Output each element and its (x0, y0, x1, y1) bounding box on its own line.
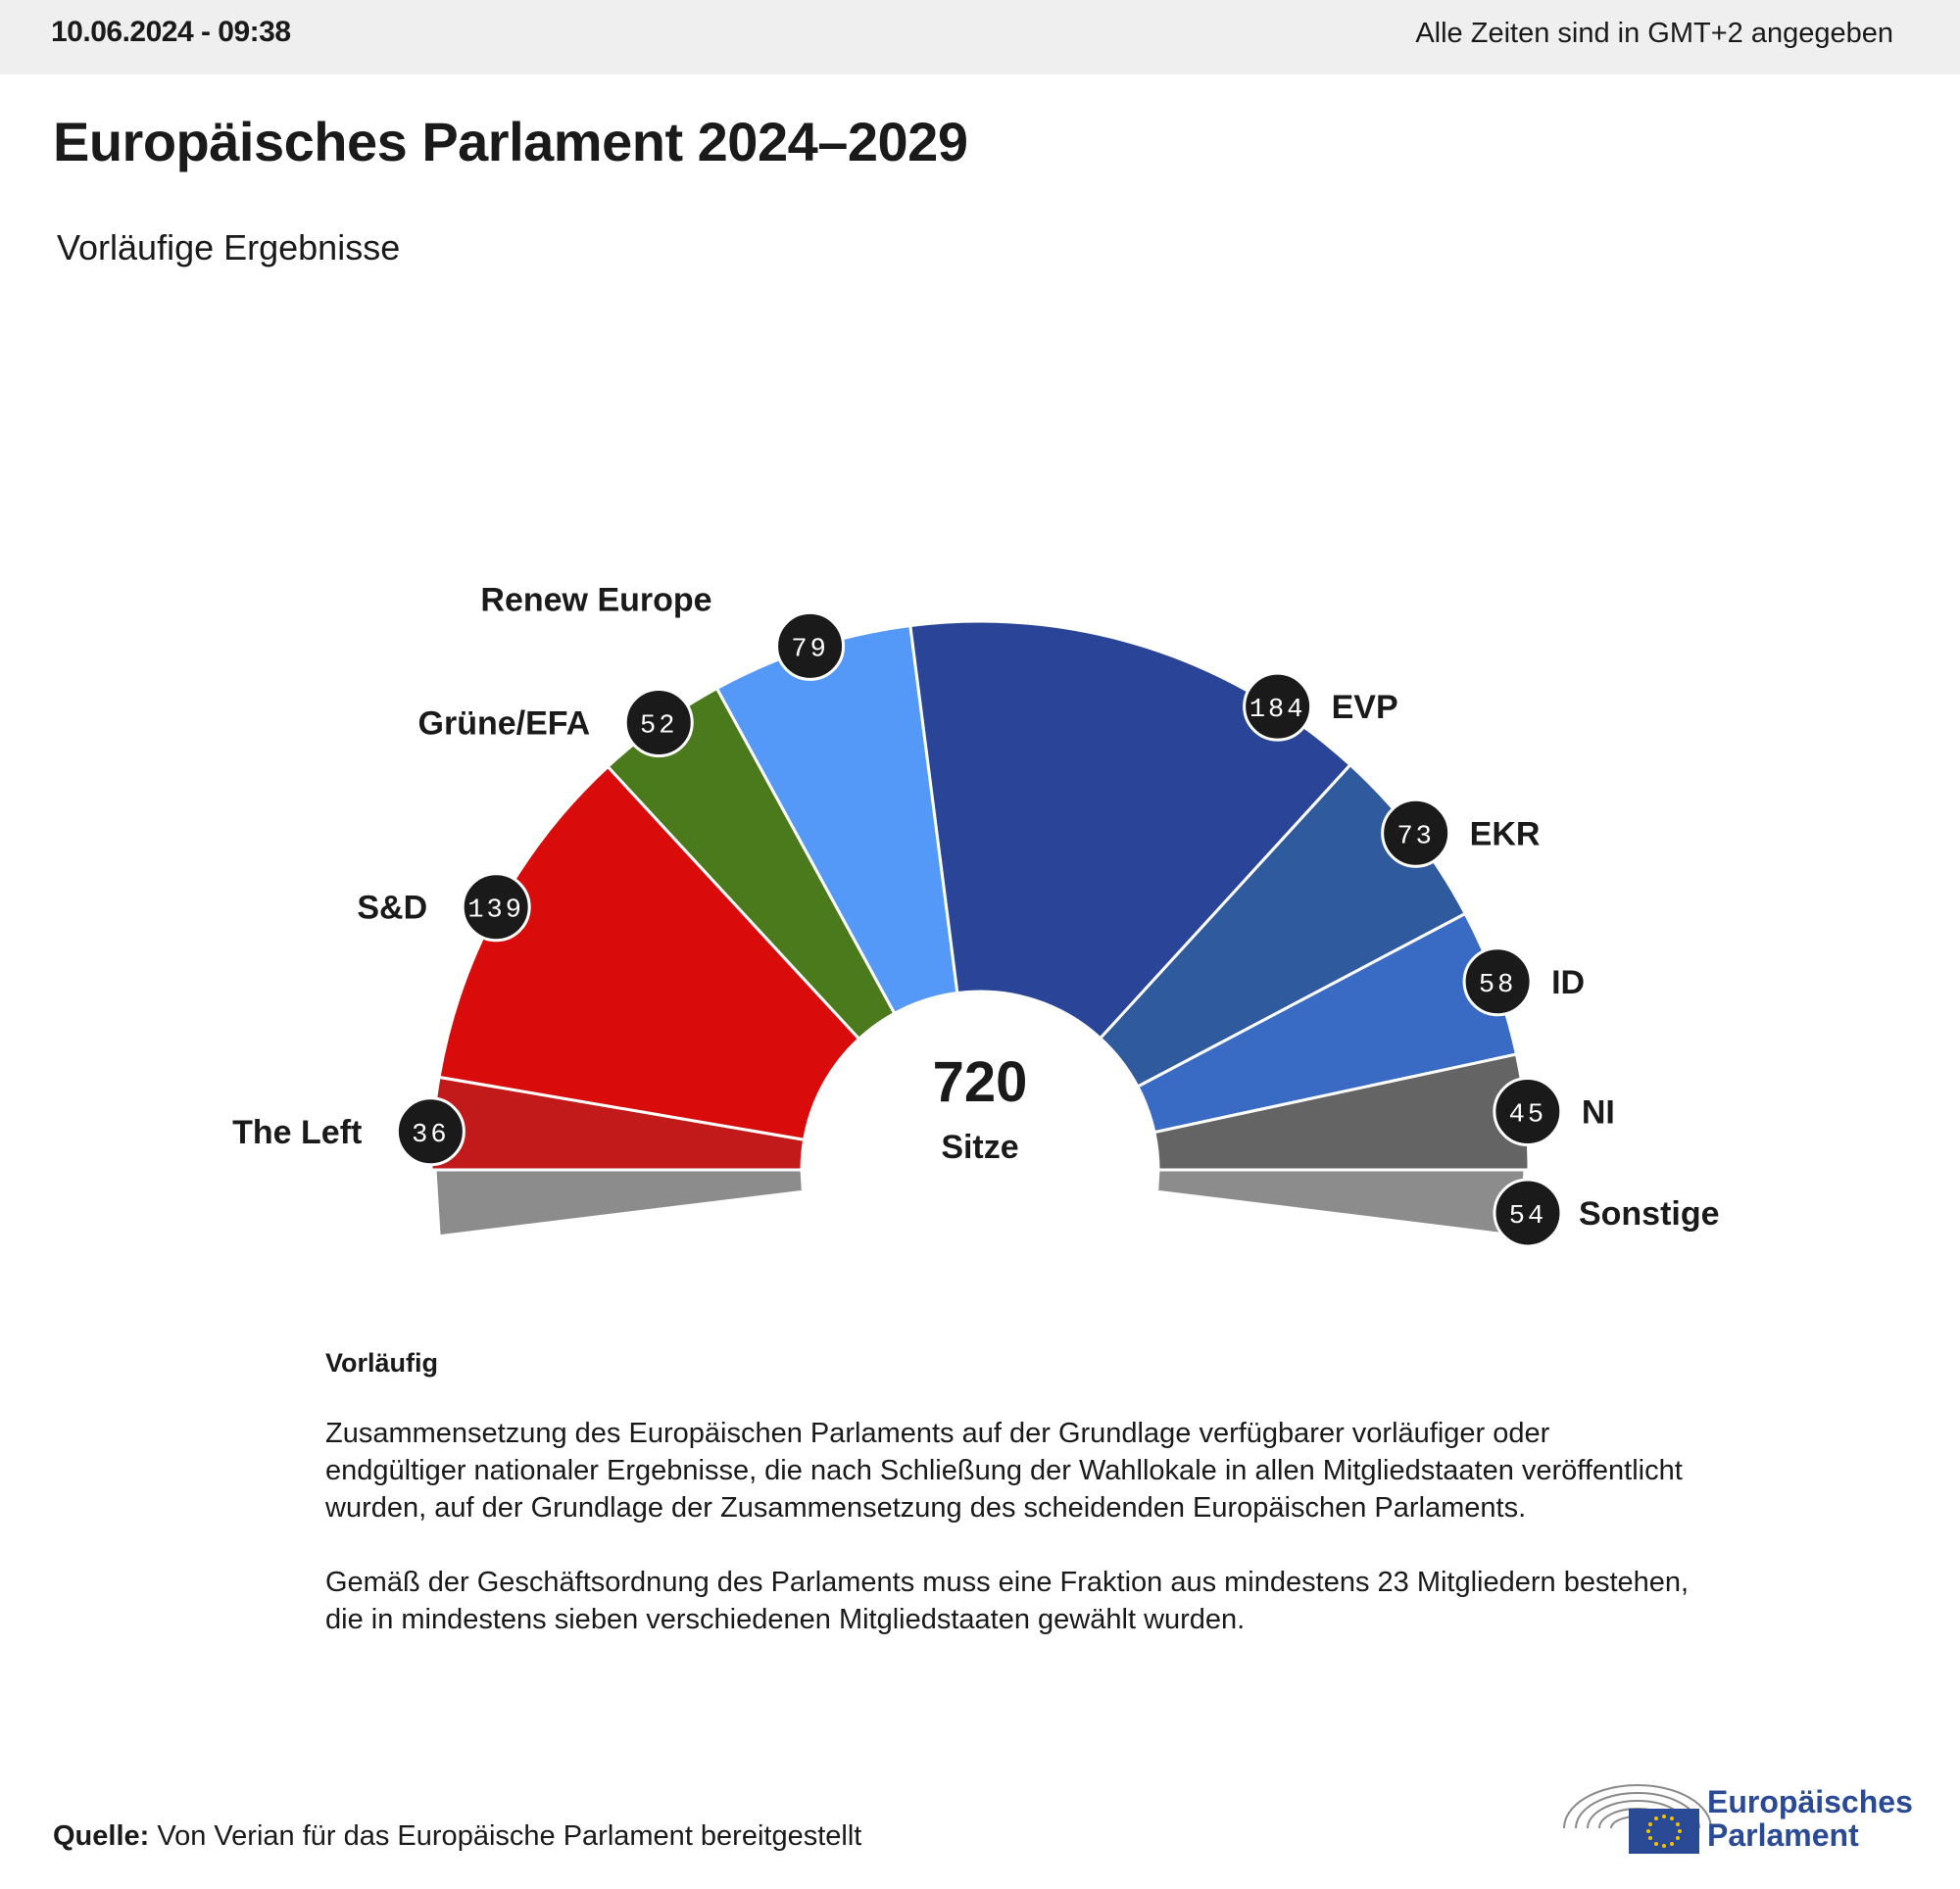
evp-name-label: EVP (1332, 689, 1398, 726)
bar-sonstige-left (433, 1168, 805, 1238)
notes: Vorläufig Zusammensetzung des Europäisch… (325, 1344, 1697, 1675)
ni-name-label: NI (1582, 1093, 1615, 1131)
renew-europe-badge (775, 610, 846, 681)
s-d-badge (461, 872, 531, 943)
s-d-name-label: S&D (357, 890, 427, 927)
evp-badge (1243, 671, 1313, 742)
top-bar: 10.06.2024 - 09:38 Alle Zeiten sind in G… (0, 0, 1960, 74)
ekr-name-label: EKR (1470, 815, 1541, 852)
timestamp: 10.06.2024 - 09:38 (51, 16, 291, 48)
evp-value-label: 184 (1250, 696, 1306, 725)
hemicycle-chart: 36 The Left 139 S&D 52 Grüne/EFA 79 Renew Europ… (232, 581, 1720, 1248)
id-badge (1462, 946, 1533, 1017)
sonstige-value-label: 54 (1509, 1202, 1546, 1232)
ni-badge (1493, 1076, 1563, 1146)
gr-ne-efa-badge (623, 687, 694, 757)
notes-heading: Vorläufig (325, 1348, 439, 1378)
id-name-label: ID (1551, 964, 1585, 1001)
the-left-value-label: 36 (412, 1121, 449, 1150)
sonstige-name-label: Sonstige (1579, 1195, 1720, 1233)
sonstige-badge (1493, 1178, 1563, 1248)
notes-paragraph-2: Gemäß der Geschäftsordnung des Parlament… (325, 1567, 1690, 1635)
logo-text: Europäisches Parlament (1707, 1785, 1913, 1852)
total-seats-label: Sitze (941, 1129, 1018, 1166)
page-title: Europäisches Parlament 2024–2029 (53, 111, 968, 172)
s-d-value-label: 139 (467, 896, 524, 926)
source-line: Quelle: Von Verian für das Europäische P… (53, 1820, 861, 1853)
bar-s-d (437, 764, 861, 1141)
the-left-name-label: The Left (232, 1114, 362, 1151)
ni-value-label: 45 (1509, 1100, 1546, 1130)
gr-ne-efa-value-label: 52 (640, 711, 677, 741)
gr-ne-efa-name-label: Grüne/EFA (418, 704, 591, 742)
ekr-value-label: 73 (1396, 822, 1434, 851)
bar-evp (908, 619, 1352, 1041)
the-left-badge (395, 1096, 466, 1167)
parliament-logo-icon (1563, 1784, 1712, 1854)
source-text: Von Verian für das Europäische Parlament… (157, 1820, 862, 1852)
renew-europe-name-label: Renew Europe (480, 581, 711, 618)
timezone-note: Alle Zeiten sind in GMT+2 angegeben (1415, 18, 1893, 49)
logo-line-1: Europäisches (1707, 1784, 1913, 1819)
renew-europe-value-label: 79 (791, 635, 828, 664)
bar-sonstige-right (1155, 1168, 1527, 1238)
ekr-badge (1381, 798, 1451, 868)
logo-line-2: Parlament (1707, 1817, 1859, 1853)
source-label: Quelle: (53, 1820, 150, 1852)
notes-paragraph-1: Zusammensetzung des Europäischen Parlame… (325, 1418, 1683, 1524)
total-seats-value: 720 (933, 1050, 1028, 1114)
id-value-label: 58 (1479, 971, 1516, 1000)
page-subtitle: Vorläufige Ergebnisse (57, 227, 401, 267)
